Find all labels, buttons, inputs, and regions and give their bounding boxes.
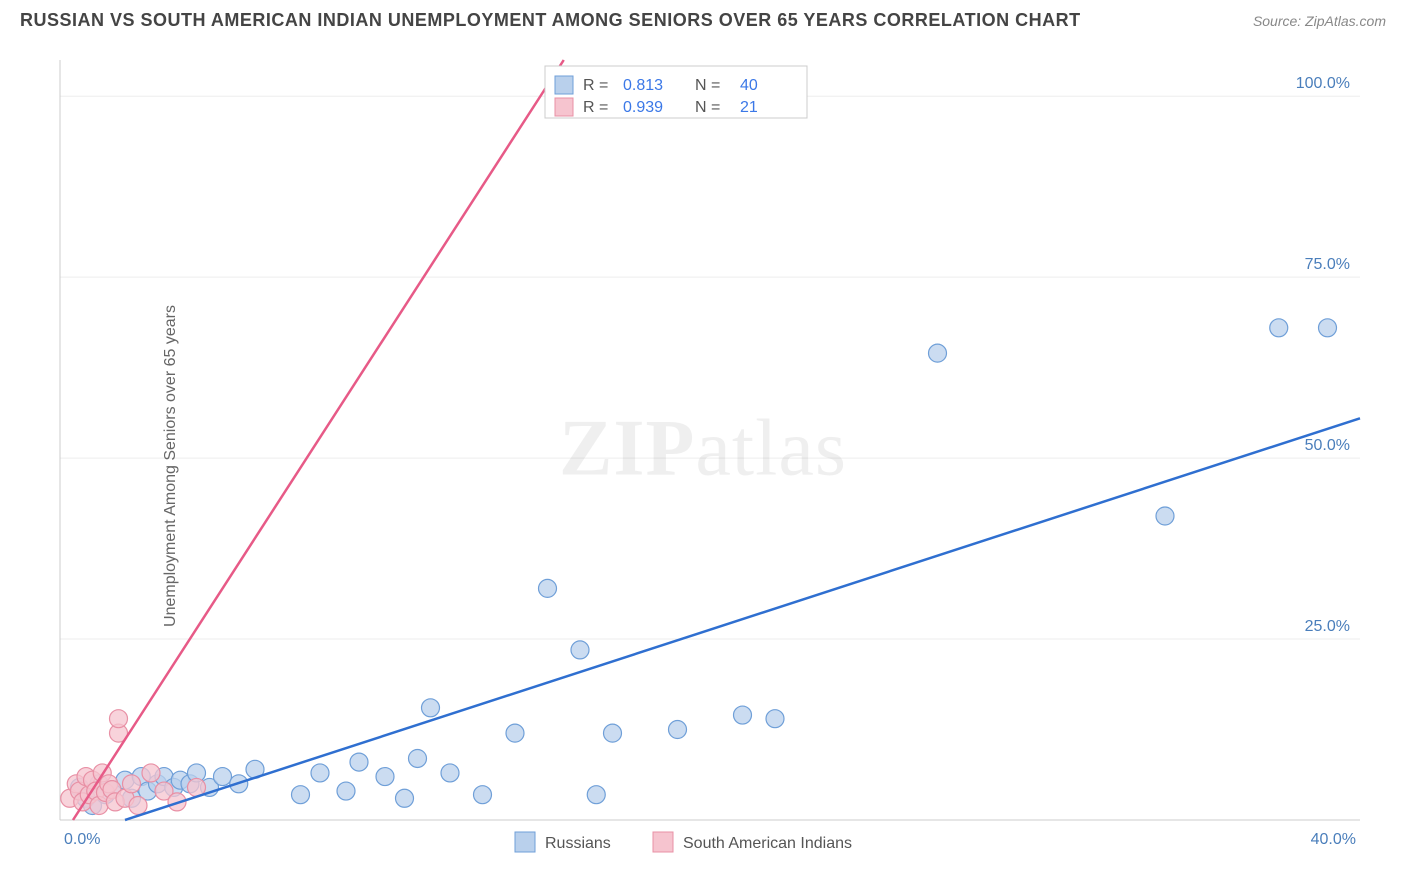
stat-r-label: R = <box>583 99 608 116</box>
x-tick-label: 0.0% <box>64 831 100 848</box>
data-point <box>110 710 128 728</box>
source-credit: Source: ZipAtlas.com <box>1253 13 1386 29</box>
data-point <box>734 706 752 724</box>
legend-label: South American Indians <box>683 835 852 852</box>
stat-n-label: N = <box>695 77 720 94</box>
trend-line <box>73 60 564 820</box>
stat-n-value: 21 <box>740 99 758 116</box>
legend-swatch <box>515 832 535 852</box>
y-tick-label: 25.0% <box>1305 618 1350 635</box>
data-point <box>396 789 414 807</box>
data-point <box>337 782 355 800</box>
data-point <box>409 749 427 767</box>
stat-r-value: 0.813 <box>623 77 663 94</box>
y-tick-label: 100.0% <box>1296 75 1350 92</box>
data-point <box>1270 319 1288 337</box>
data-point <box>441 764 459 782</box>
data-point <box>669 721 687 739</box>
stat-n-value: 40 <box>740 77 758 94</box>
y-axis-label: Unemployment Among Seniors over 65 years <box>162 305 180 627</box>
page-title: RUSSIAN VS SOUTH AMERICAN INDIAN UNEMPLO… <box>20 10 1081 31</box>
data-point <box>292 786 310 804</box>
data-point <box>376 768 394 786</box>
stat-swatch <box>555 76 573 94</box>
source-link[interactable]: ZipAtlas.com <box>1305 13 1386 29</box>
data-point <box>587 786 605 804</box>
data-point <box>1319 319 1337 337</box>
data-point <box>350 753 368 771</box>
data-point <box>142 764 160 782</box>
x-tick-label: 40.0% <box>1311 831 1356 848</box>
y-tick-label: 75.0% <box>1305 256 1350 273</box>
data-point <box>422 699 440 717</box>
legend-swatch <box>653 832 673 852</box>
y-tick-label: 50.0% <box>1305 437 1350 454</box>
data-point <box>506 724 524 742</box>
data-point <box>766 710 784 728</box>
data-point <box>1156 507 1174 525</box>
stat-r-label: R = <box>583 77 608 94</box>
data-point <box>929 344 947 362</box>
data-point <box>571 641 589 659</box>
stat-swatch <box>555 98 573 116</box>
legend-label: Russians <box>545 835 611 852</box>
data-point <box>123 775 141 793</box>
data-point <box>129 797 147 815</box>
stat-r-value: 0.939 <box>623 99 663 116</box>
data-point <box>214 768 232 786</box>
data-point <box>311 764 329 782</box>
data-point <box>474 786 492 804</box>
trend-line <box>125 418 1360 820</box>
stat-n-label: N = <box>695 99 720 116</box>
correlation-chart: 25.0% 50.0% 75.0% 100.0% 0.0% 40.0% R = 0.813 N … <box>0 40 1406 880</box>
source-prefix: Source: <box>1253 13 1305 29</box>
data-point <box>539 579 557 597</box>
data-point <box>604 724 622 742</box>
